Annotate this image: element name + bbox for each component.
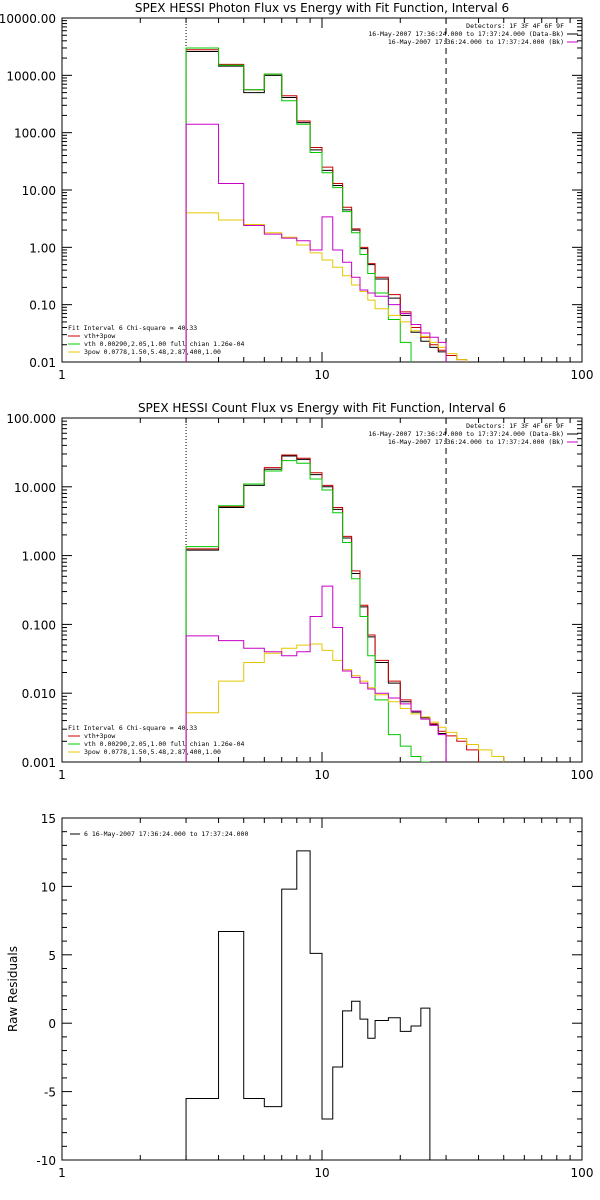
y-tick-label: 0.01: [29, 356, 56, 370]
y-tick-label: 0.010: [22, 687, 56, 701]
y-tick-label: 10.000: [14, 481, 56, 495]
y-tick-label: 100.00: [14, 127, 56, 141]
x-tick-label: 10: [314, 1166, 329, 1180]
legend-entry: Fit Interval 6 Chi-square = 40.33: [68, 324, 197, 332]
x-tick-label: 10: [314, 368, 329, 382]
y-tick-label: 0.001: [22, 756, 56, 770]
x-tick-label: 10: [314, 768, 329, 782]
series-residuals: [185, 850, 431, 1160]
series-data: [185, 51, 447, 362]
legend-entry: Detectors: 1F 3F 4F 6F 9F: [466, 422, 564, 430]
y-tick-label: 1000.00: [6, 69, 56, 83]
series-background: [185, 123, 447, 362]
legend-entry: 3pow 0.0778,1.50,5.48,2.87,400,1.00: [84, 348, 221, 356]
y-tick-label: 0.10: [29, 299, 56, 313]
x-tick-label: 1: [58, 1166, 66, 1180]
y-tick-label: 1.00: [29, 241, 56, 255]
series-group: [185, 47, 480, 362]
y-tick-label: 0: [48, 1017, 56, 1031]
y-tick-label: 10: [41, 880, 56, 894]
y-axis-label: Raw Residuals: [6, 946, 20, 1032]
legend-entry: 3pow 0.0778,1.50,5.48,2.87,400,1.00: [84, 748, 221, 756]
series-data: [185, 455, 447, 762]
chart-title: SPEX HESSI Count Flux vs Energy with Fit…: [138, 401, 506, 415]
y-tick-label: 0.100: [22, 618, 56, 632]
legend-entry: vth 0.00290,2.05,1.00 full chian 1.26e-0…: [84, 340, 245, 348]
y-tick-label: 10000.00: [0, 12, 56, 26]
legend-entry: Fit Interval 6 Chi-square = 40.33: [68, 724, 197, 732]
x-tick-label: 100: [571, 368, 594, 382]
legend-entry: 6 16-May-2007 17:36:24.000 to 17:37:24.0…: [84, 830, 248, 838]
legend-entry: 16-May-2007 17:36:24.000 to 17:37:24.000…: [388, 38, 564, 46]
plot-frame: [61, 17, 583, 363]
legend-entry: Detectors: 1F 3F 4F 6F 9F: [466, 22, 564, 30]
series-3pow: [185, 643, 505, 762]
series-group: [185, 850, 431, 1160]
y-tick-label: -5: [44, 1086, 56, 1100]
legend-entry: vth 0.00290,2.05,1.00 full chian 1.26e-0…: [84, 740, 245, 748]
residuals-panel: 1 10 100 -10 -5 0 5 10 15 Raw Residuals 6 16-May-2…: [6, 812, 593, 1180]
series-group: [185, 454, 505, 762]
chart-title: SPEX HESSI Photon Flux vs Energy with Fi…: [135, 1, 509, 15]
legend-entry: 16-May-2007 17:36:24.000 to 17:37:24.000…: [388, 438, 564, 446]
legend-entry: 16-May-2007 17:36:24.000 to 17:37:24.000…: [368, 30, 564, 38]
legend-entry: vth+3pow: [84, 332, 115, 340]
x-tick-label: 100: [571, 1166, 594, 1180]
y-tick-label: 10.00: [22, 184, 56, 198]
legend-entry: vth+3pow: [84, 732, 115, 740]
y-tick-label: 15: [41, 812, 56, 826]
x-tick-label: 100: [571, 768, 594, 782]
series-vth: [185, 460, 430, 762]
photon-flux-panel: SPEX HESSI Photon Flux vs Energy with Fi…: [0, 1, 593, 382]
x-tick-label: 1: [58, 368, 66, 382]
y-tick-label: 100.000: [6, 412, 56, 426]
series-vth: [185, 47, 431, 362]
series-background: [185, 585, 447, 762]
legend-entry: 16-May-2007 17:36:24.000 to 17:37:24.000…: [368, 430, 564, 438]
y-tick-label: 1.000: [22, 550, 56, 564]
series-vth+3pow: [185, 49, 480, 362]
y-tick-label: -10: [36, 1154, 56, 1168]
y-tick-label: 5: [48, 949, 56, 963]
count-flux-panel: SPEX HESSI Count Flux vs Energy with Fit…: [6, 401, 593, 782]
x-tick-label: 1: [58, 768, 66, 782]
